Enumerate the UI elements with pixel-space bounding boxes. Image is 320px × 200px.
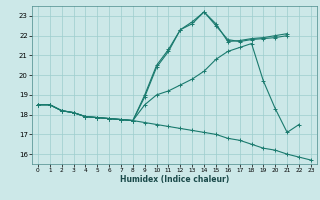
X-axis label: Humidex (Indice chaleur): Humidex (Indice chaleur) — [120, 175, 229, 184]
